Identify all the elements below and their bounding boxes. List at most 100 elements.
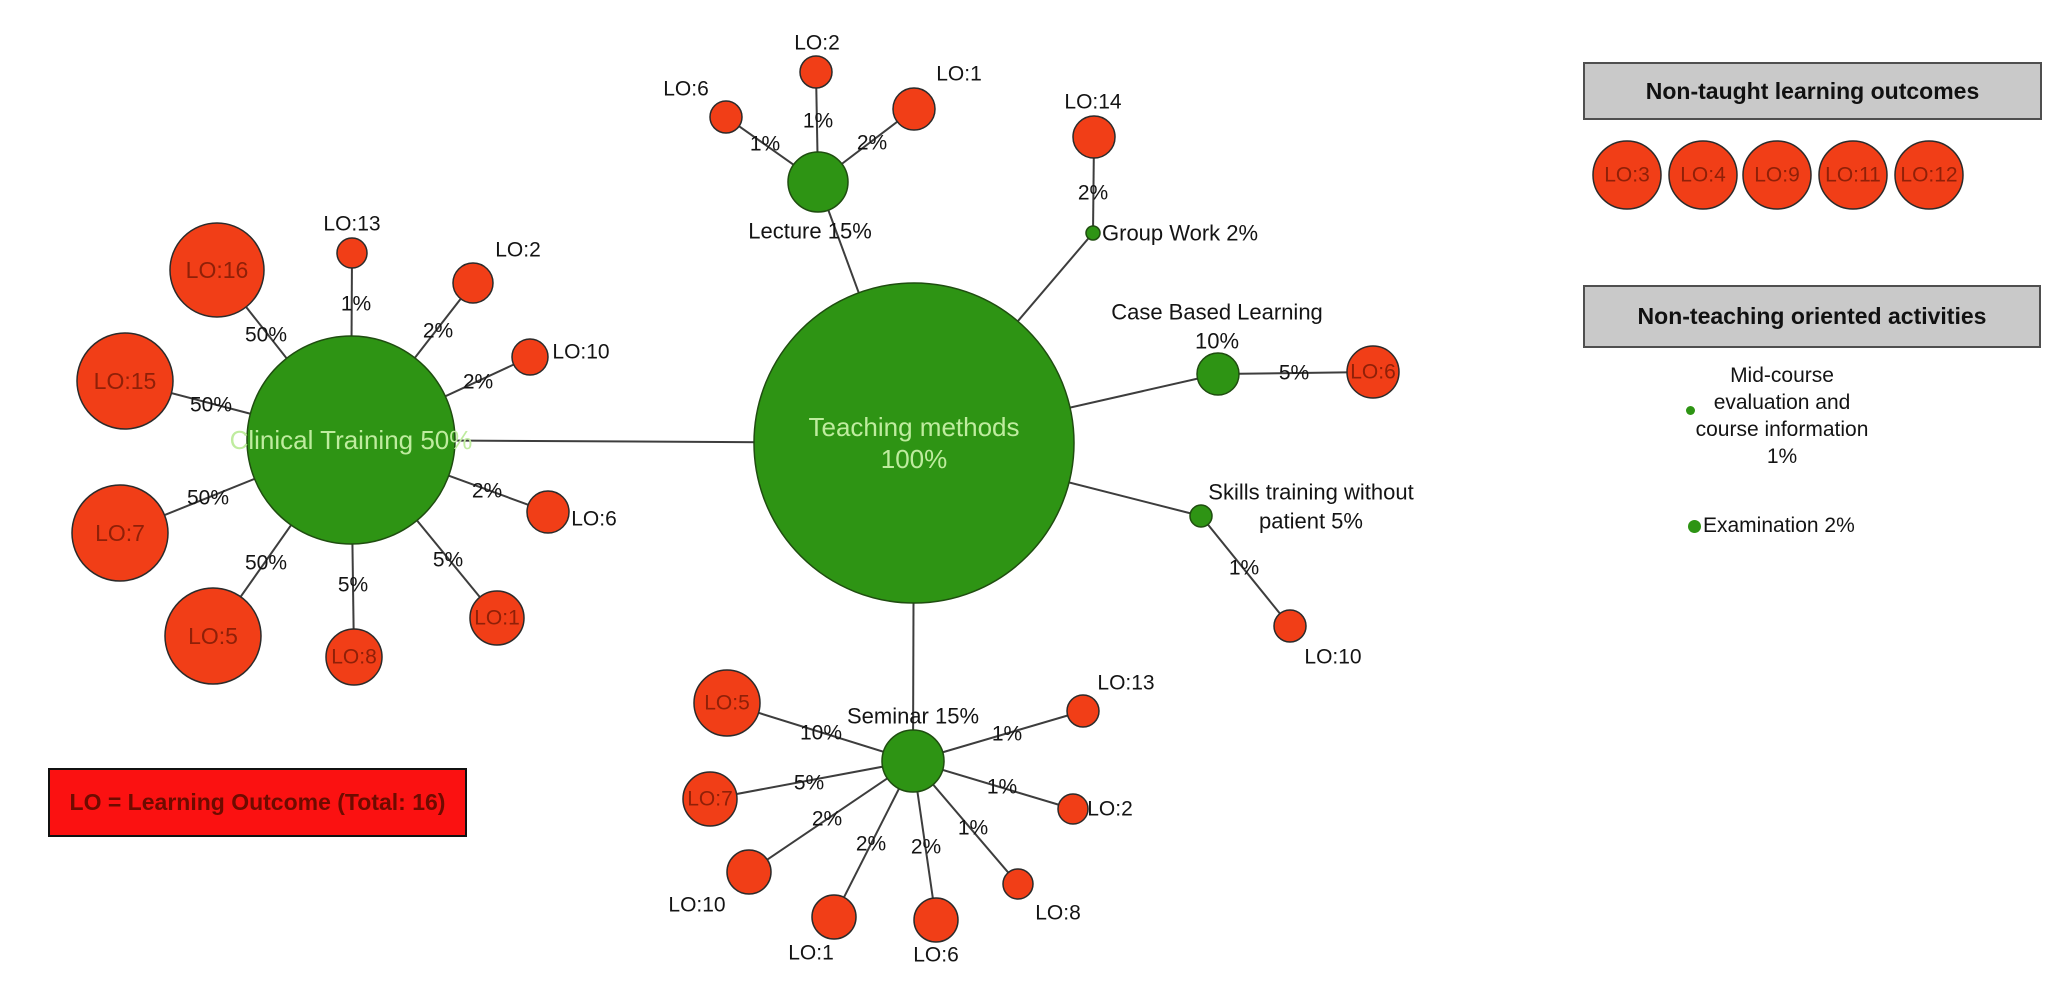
edge-seminar-se_lo10 (748, 760, 914, 873)
mid-course-line-4: 1% (1766, 445, 1798, 468)
node-label-c_lo10: LO:10 (552, 341, 609, 364)
node-c_lo16 (169, 222, 265, 318)
mid-course-line-1: Mid-course (1730, 364, 1834, 387)
node-label-lecture: Lecture 15% (748, 219, 872, 244)
node-label-c_lo13: LO:13 (323, 213, 380, 236)
node-label-c_lo1: LO:1 (474, 607, 520, 630)
node-label-se_lo10: LO:10 (668, 894, 725, 917)
node-c_lo2 (452, 262, 494, 304)
non-taught-label-LO9: LO:9 (1754, 164, 1800, 187)
node-label-l_lo6: LO:6 (663, 78, 709, 101)
node-c_lo10 (511, 338, 549, 376)
examination-dot (1688, 519, 1701, 533)
node-label-se_lo2: LO:2 (1087, 798, 1133, 821)
node-label-l_lo2: LO:2 (794, 32, 840, 55)
node-label-se_lo7: LO:7 (687, 788, 733, 811)
node-se_lo10 (726, 849, 772, 895)
node-label-s_lo10: LO:10 (1304, 646, 1361, 669)
node-label-c_lo2: LO:2 (495, 239, 541, 262)
edge-label-clinical-c_lo13: 1% (341, 293, 371, 316)
node-c_lo1 (469, 590, 525, 646)
node-s_lo10 (1273, 609, 1307, 643)
edge-label-lecture-l_lo6: 1% (750, 133, 780, 156)
node-label-se_lo5: LO:5 (704, 692, 750, 715)
examination-label: Examination 2% (1703, 514, 1855, 537)
non-taught-node-LO11 (1818, 140, 1888, 210)
node-label-c_lo16: LO:16 (186, 257, 249, 283)
mid-course-line-2: evaluation and (1713, 391, 1851, 414)
edge-label-clinical-c_lo7: 50% (187, 487, 229, 510)
node-g_lo14 (1072, 115, 1116, 159)
node-label-se_lo1: LO:1 (788, 942, 834, 965)
node-label-cbl_lo6: LO:6 (1350, 361, 1396, 384)
node-label-g_lo14: LO:14 (1064, 91, 1122, 114)
non-taught-node-LO9 (1742, 140, 1812, 210)
non-taught-node-LO3 (1592, 140, 1662, 210)
non-taught-node-LO12 (1894, 140, 1964, 210)
examination-activity: Examination 2% (1688, 514, 1855, 538)
edge-label-seminar-se_lo6: 2% (911, 836, 941, 859)
node-label-cbl: 10% (1195, 329, 1239, 354)
node-label-cbl: Case Based Learning (1111, 300, 1323, 325)
edge-label-clinical-c_lo16: 50% (245, 324, 287, 347)
non-taught-node-LO4 (1668, 140, 1738, 210)
mid-course-activity: Mid-course evaluation and course informa… (1630, 362, 1934, 470)
non-taught-label-LO11: LO:11 (1825, 164, 1881, 187)
node-c_lo6 (526, 490, 570, 534)
node-label-skills: Skills training without (1208, 480, 1413, 505)
non-taught-header: Non-taught learning outcomes (1583, 62, 2042, 120)
node-label-c_lo7: LO:7 (95, 520, 145, 546)
edge-label-seminar-se_lo5: 10% (800, 722, 842, 745)
edge-label-clinical-c_lo10: 2% (463, 371, 493, 394)
node-label-groupwork: Group Work 2% (1102, 221, 1258, 246)
node-se_lo1 (811, 894, 857, 940)
edge-label-clinical-c_lo15: 50% (190, 394, 232, 417)
mid-course-dot (1686, 406, 1695, 415)
node-label-skills: patient 5% (1259, 509, 1363, 534)
node-label-se_lo6: LO:6 (913, 944, 959, 967)
edge-label-clinical-c_lo2: 2% (423, 320, 453, 343)
edge-label-clinical-c_lo8: 5% (338, 574, 368, 597)
edge-label-clinical-c_lo5: 50% (245, 552, 287, 575)
node-se_lo2 (1057, 793, 1089, 825)
edge-label-seminar-se_lo1: 2% (856, 833, 886, 856)
edge-label-seminar-se_lo2: 1% (987, 776, 1017, 799)
edge-label-lecture-l_lo2: 1% (803, 110, 833, 133)
node-cbl_lo6 (1346, 345, 1400, 399)
node-seminar (881, 729, 945, 793)
node-label-se_lo8: LO:8 (1035, 902, 1081, 925)
edge-label-seminar-se_lo7: 5% (794, 772, 824, 795)
non-taught-label-LO12: LO:12 (1900, 164, 1957, 187)
node-c_lo15 (76, 332, 174, 430)
edge-label-clinical-c_lo1: 5% (433, 549, 463, 572)
node-label-se_lo13: LO:13 (1097, 672, 1154, 695)
node-label-c_lo5: LO:5 (188, 623, 238, 649)
legend-box: LO = Learning Outcome (Total: 16) (48, 768, 467, 837)
node-skills (1189, 504, 1213, 528)
node-l_lo1 (892, 87, 936, 131)
edge-label-cbl-cbl_lo6: 5% (1279, 362, 1309, 385)
edge-label-seminar-se_lo8: 1% (958, 817, 988, 840)
node-se_lo7 (682, 771, 738, 827)
node-label-c_lo8: LO:8 (331, 646, 377, 669)
node-label-teaching: 100% (881, 444, 948, 474)
edge-label-seminar-se_lo13: 1% (992, 723, 1022, 746)
edge-label-skills-s_lo10: 1% (1229, 557, 1259, 580)
node-se_lo8 (1002, 868, 1034, 900)
edge-skills-s_lo10 (1200, 515, 1291, 627)
node-label-c_lo15: LO:15 (94, 368, 157, 394)
node-se_lo5 (693, 669, 761, 737)
node-label-clinical: Clinical Training 50% (230, 425, 473, 455)
node-c_lo5 (164, 587, 262, 685)
node-c_lo13 (336, 237, 368, 269)
node-l_lo6 (709, 100, 743, 134)
node-c_lo7 (71, 484, 169, 582)
node-groupwork (1085, 225, 1101, 241)
node-l_lo2 (799, 55, 833, 89)
node-cbl (1196, 352, 1240, 396)
non-teaching-header: Non-teaching oriented activities (1583, 285, 2041, 348)
node-label-c_lo6: LO:6 (571, 508, 617, 531)
node-se_lo13 (1066, 694, 1100, 728)
edge-seminar-se_lo7 (709, 760, 914, 800)
